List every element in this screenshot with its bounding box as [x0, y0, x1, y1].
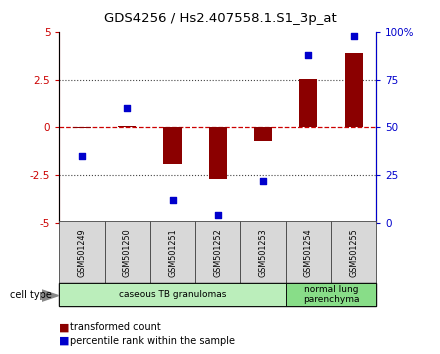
Text: GSM501251: GSM501251	[168, 228, 177, 276]
Bar	[209, 127, 227, 179]
Text: GSM501252: GSM501252	[213, 228, 222, 276]
Point	[260, 178, 267, 184]
Point	[305, 52, 312, 58]
Bar	[59, 221, 105, 283]
Text: GSM501254: GSM501254	[304, 228, 313, 276]
Text: caseous TB granulomas: caseous TB granulomas	[119, 290, 226, 299]
Bar	[254, 127, 272, 141]
Text: GSM501249: GSM501249	[77, 228, 87, 276]
Bar	[286, 283, 376, 306]
Point	[124, 105, 131, 111]
Bar	[345, 53, 363, 127]
Text: normal lung
parenchyma: normal lung parenchyma	[303, 285, 359, 304]
Point	[169, 197, 176, 203]
Text: cell type: cell type	[10, 290, 51, 299]
Point	[214, 212, 221, 218]
Text: ■: ■	[59, 322, 70, 332]
Bar	[164, 127, 182, 164]
Bar	[59, 283, 286, 306]
Bar	[331, 221, 376, 283]
Polygon shape	[42, 290, 59, 301]
Point	[78, 153, 85, 159]
Text: GSM501250: GSM501250	[123, 228, 132, 276]
Bar	[195, 221, 240, 283]
Bar	[240, 221, 286, 283]
Text: GSM501253: GSM501253	[259, 228, 268, 276]
Text: GDS4256 / Hs2.407558.1.S1_3p_at: GDS4256 / Hs2.407558.1.S1_3p_at	[104, 12, 336, 25]
Point	[350, 33, 357, 39]
Bar	[286, 221, 331, 283]
Text: GSM501255: GSM501255	[349, 228, 358, 276]
Bar	[150, 221, 195, 283]
Bar	[105, 221, 150, 283]
Bar	[73, 127, 91, 129]
Text: ■: ■	[59, 336, 70, 346]
Text: percentile rank within the sample: percentile rank within the sample	[70, 336, 235, 346]
Bar	[118, 126, 136, 127]
Text: transformed count: transformed count	[70, 322, 160, 332]
Bar	[299, 79, 317, 127]
